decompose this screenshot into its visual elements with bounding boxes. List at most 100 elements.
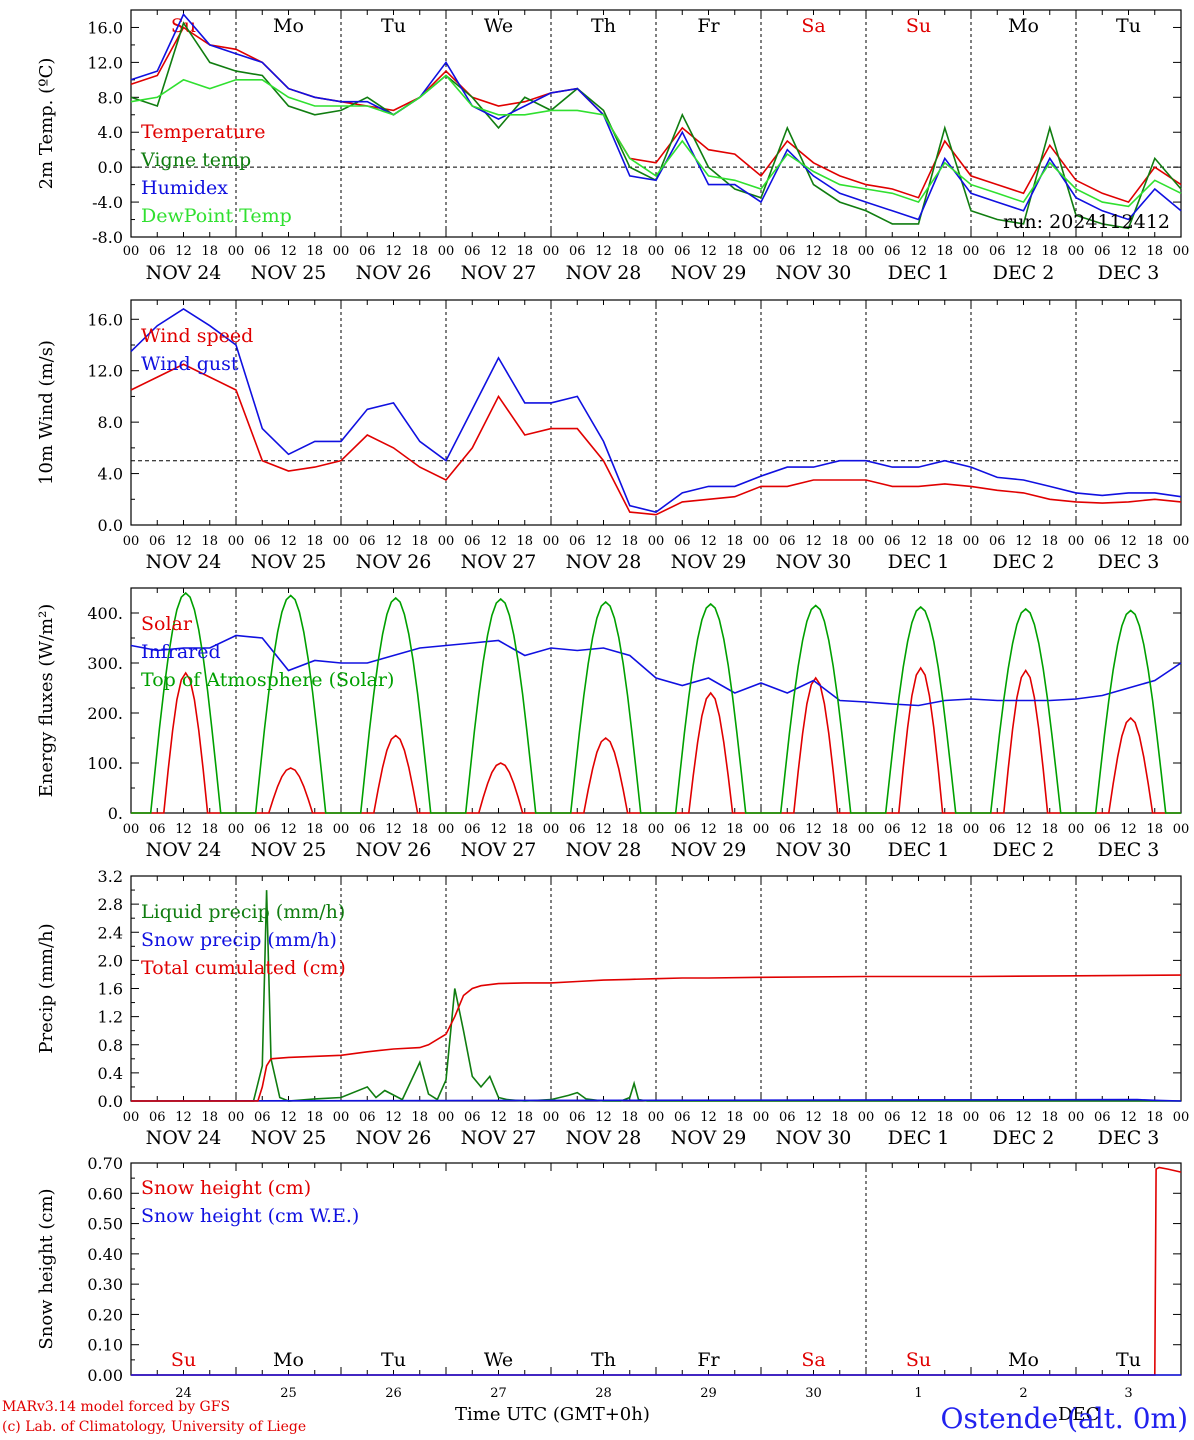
x-tick-label: 12 bbox=[280, 1110, 297, 1125]
date-label: NOV 29 bbox=[671, 262, 747, 284]
x-tick-label: 06 bbox=[359, 534, 376, 549]
day-number: 26 bbox=[385, 1386, 402, 1401]
x-tick-label: 18 bbox=[201, 534, 218, 549]
date-label: DEC 2 bbox=[993, 262, 1055, 284]
x-tick-label: 00 bbox=[123, 244, 140, 259]
day-number: 30 bbox=[805, 1386, 822, 1401]
date-label: NOV 29 bbox=[671, 551, 747, 573]
y-tick-label: 2.8 bbox=[98, 895, 123, 914]
x-tick-label: 06 bbox=[464, 822, 481, 837]
date-label: NOV 26 bbox=[356, 262, 432, 284]
date-label: NOV 25 bbox=[251, 839, 327, 861]
date-label: DEC 3 bbox=[1098, 1127, 1160, 1149]
run-annotation: run: 2024112412 bbox=[1003, 211, 1170, 233]
x-tick-label: 00 bbox=[963, 822, 980, 837]
x-tick-label: 06 bbox=[989, 1110, 1006, 1125]
y-tick-label: 300. bbox=[87, 654, 123, 673]
x-tick-label: 00 bbox=[438, 1110, 455, 1125]
x-tick-label: 00 bbox=[1173, 1110, 1190, 1125]
series-line-total-cumulated-cm- bbox=[131, 974, 1182, 1102]
x-tick-label: 12 bbox=[700, 822, 717, 837]
x-tick-label: 06 bbox=[149, 1110, 166, 1125]
x-tick-label: 06 bbox=[779, 822, 796, 837]
series-line-top-of-atmosphere-solar- bbox=[131, 591, 1181, 814]
x-tick-label: 12 bbox=[700, 1110, 717, 1125]
weekday-label: Su bbox=[906, 15, 931, 37]
x-tick-label: 00 bbox=[438, 244, 455, 259]
x-tick-label: 12 bbox=[595, 244, 612, 259]
y-tick-label: 3.2 bbox=[98, 867, 123, 886]
x-tick-label: 06 bbox=[149, 822, 166, 837]
x-tick-label: 00 bbox=[858, 1110, 875, 1125]
y-tick-label: 0.0 bbox=[98, 158, 123, 177]
time-axis-label: Time UTC (GMT+0h) bbox=[455, 1404, 650, 1425]
date-label: DEC 1 bbox=[888, 1127, 950, 1149]
x-tick-label: 00 bbox=[648, 1110, 665, 1125]
day-number: 28 bbox=[595, 1386, 612, 1401]
x-tick-label: 06 bbox=[779, 534, 796, 549]
x-tick-label: 06 bbox=[884, 244, 901, 259]
x-tick-label: 12 bbox=[490, 534, 507, 549]
x-tick-label: 12 bbox=[595, 1110, 612, 1125]
x-tick-label: 12 bbox=[385, 1110, 402, 1125]
x-tick-label: 00 bbox=[228, 244, 245, 259]
x-tick-label: 00 bbox=[963, 1110, 980, 1125]
x-tick-label: 18 bbox=[621, 244, 638, 259]
x-tick-label: 12 bbox=[805, 534, 822, 549]
y-axis-label: Snow height (cm) bbox=[36, 1188, 57, 1349]
y-tick-label: 12.0 bbox=[87, 362, 123, 381]
x-tick-label: 18 bbox=[1146, 244, 1163, 259]
y-tick-label: 8.0 bbox=[98, 413, 123, 432]
weekday-label: We bbox=[484, 1349, 513, 1371]
x-tick-label: 06 bbox=[464, 244, 481, 259]
y-tick-label: 0.40 bbox=[87, 1245, 123, 1264]
x-tick-label: 18 bbox=[1041, 1110, 1058, 1125]
x-tick-label: 12 bbox=[1120, 534, 1137, 549]
x-tick-label: 00 bbox=[228, 534, 245, 549]
x-tick-label: 00 bbox=[123, 822, 140, 837]
x-tick-label: 00 bbox=[648, 534, 665, 549]
y-tick-label: 2.4 bbox=[98, 923, 123, 942]
x-tick-label: 18 bbox=[411, 244, 428, 259]
x-tick-label: 06 bbox=[1094, 1110, 1111, 1125]
plot-frame bbox=[130, 299, 1182, 526]
weekday-label: Tu bbox=[381, 15, 406, 37]
x-tick-label: 00 bbox=[1068, 822, 1085, 837]
date-label: DEC 2 bbox=[993, 839, 1055, 861]
date-label: NOV 27 bbox=[461, 262, 537, 284]
x-tick-label: 12 bbox=[385, 534, 402, 549]
x-tick-label: 00 bbox=[753, 1110, 770, 1125]
date-label: NOV 24 bbox=[146, 262, 222, 284]
y-tick-label: 4.0 bbox=[98, 465, 123, 484]
date-label: NOV 25 bbox=[251, 551, 327, 573]
x-tick-label: 00 bbox=[648, 244, 665, 259]
legend-entry: Snow height (cm W.E.) bbox=[141, 1205, 359, 1227]
x-tick-label: 18 bbox=[1146, 534, 1163, 549]
x-tick-label: 18 bbox=[831, 822, 848, 837]
x-tick-label: 06 bbox=[149, 244, 166, 259]
x-tick-label: 00 bbox=[228, 1110, 245, 1125]
x-tick-label: 00 bbox=[753, 534, 770, 549]
x-tick-label: 00 bbox=[963, 244, 980, 259]
day-number: 3 bbox=[1124, 1386, 1132, 1401]
x-tick-label: 18 bbox=[831, 1110, 848, 1125]
x-tick-label: 18 bbox=[621, 534, 638, 549]
date-label: NOV 24 bbox=[146, 551, 222, 573]
x-tick-label: 12 bbox=[805, 1110, 822, 1125]
x-tick-label: 06 bbox=[989, 244, 1006, 259]
date-label: DEC 1 bbox=[888, 551, 950, 573]
x-tick-label: 12 bbox=[1120, 1110, 1137, 1125]
weekday-label: Tu bbox=[381, 1349, 406, 1371]
day-number: 1 bbox=[914, 1386, 922, 1401]
station-name: Ostende (alt. 0m) bbox=[940, 1402, 1189, 1435]
series-line-dewpoint-temp bbox=[130, 74, 1182, 208]
x-tick-label: 00 bbox=[543, 244, 560, 259]
y-tick-label: -4.0 bbox=[92, 193, 123, 212]
x-tick-label: 18 bbox=[726, 822, 743, 837]
x-tick-label: 12 bbox=[490, 244, 507, 259]
y-tick-label: 0. bbox=[108, 804, 123, 823]
x-tick-label: 18 bbox=[516, 1110, 533, 1125]
weekday-label: Sa bbox=[801, 1349, 825, 1371]
day-number: 25 bbox=[280, 1386, 297, 1401]
